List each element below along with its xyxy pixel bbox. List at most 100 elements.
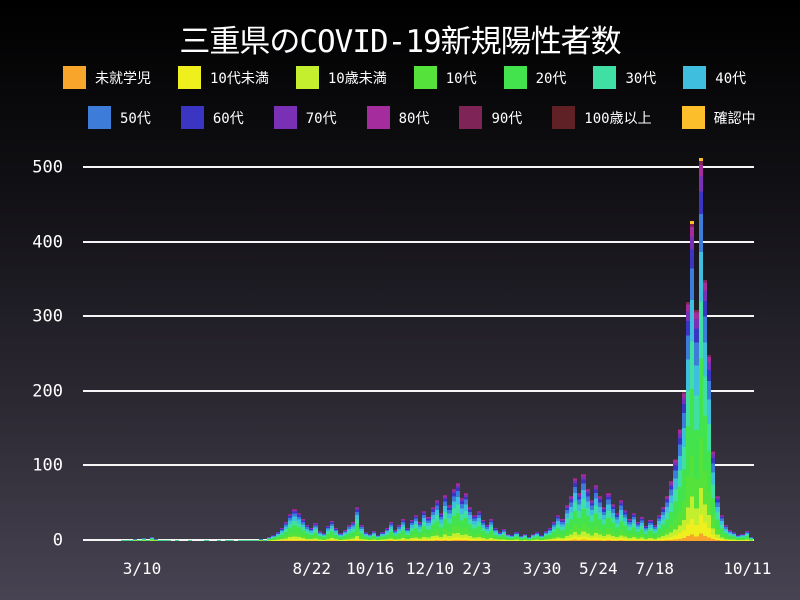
legend-item: 80代 [366, 106, 430, 129]
bar [392, 529, 398, 541]
bars-layer [83, 141, 754, 541]
x-tick-label: 5/24 [579, 559, 618, 578]
bar [656, 514, 661, 541]
y-tick-label: 0 [52, 530, 63, 551]
bar [384, 527, 389, 541]
legend-label: 80代 [398, 110, 430, 127]
y-tick-label: 500 [32, 157, 63, 178]
bar [740, 533, 745, 541]
bar [187, 540, 192, 541]
bar [409, 520, 414, 541]
bar [514, 532, 519, 541]
legend-swatch [459, 106, 483, 129]
bar [430, 507, 435, 541]
bar [413, 514, 418, 541]
bar [133, 538, 138, 541]
bar [719, 514, 724, 541]
gridline [83, 240, 754, 243]
bar [610, 503, 615, 541]
bar [476, 511, 481, 541]
bar [468, 507, 473, 541]
legend-label: 70代 [305, 110, 337, 127]
bar [522, 533, 527, 541]
bar [631, 512, 636, 541]
bar [606, 492, 611, 541]
bar [459, 497, 465, 541]
bar [572, 477, 578, 541]
bar [237, 540, 243, 541]
bar [258, 538, 264, 541]
bar [706, 354, 712, 541]
legend-label: 60代 [212, 110, 244, 127]
legend-item: 60代 [180, 106, 244, 129]
bar [254, 540, 259, 541]
bar [296, 513, 301, 541]
bar [497, 532, 502, 541]
x-tick-label: 10/11 [723, 559, 772, 578]
bar [317, 530, 322, 541]
bar [593, 485, 599, 541]
bar [137, 539, 142, 541]
bar [351, 521, 356, 541]
legend-label: 90代 [491, 110, 523, 127]
bar [472, 514, 477, 541]
legend-swatch [295, 66, 319, 89]
bar [702, 279, 707, 541]
legend-swatch [88, 106, 111, 129]
legend-label: 10代 [445, 70, 477, 87]
bar [284, 521, 289, 541]
bar [560, 518, 565, 541]
legend-item: 確認中 [681, 106, 756, 129]
legend-swatch [178, 66, 201, 89]
bar [263, 539, 268, 541]
bar [451, 488, 456, 541]
bar [166, 540, 171, 541]
legend-label: 10歳未満 [327, 70, 387, 87]
y-tick-label: 100 [32, 455, 63, 476]
x-tick-label: 10/16 [346, 559, 395, 578]
bar [681, 391, 686, 541]
bar [380, 532, 385, 541]
bar [493, 527, 498, 541]
x-tick-label: 8/22 [292, 559, 332, 578]
bar [371, 530, 377, 541]
x-tick-label: 3/10 [122, 559, 162, 578]
bar [581, 473, 586, 541]
bar [455, 482, 460, 541]
bar [204, 540, 209, 541]
bar [744, 530, 749, 541]
bar [510, 535, 515, 541]
x-tick-label: 2/3 [462, 559, 492, 578]
legend-swatch [681, 106, 705, 129]
bar [338, 532, 343, 541]
y-tick-label: 300 [32, 306, 63, 327]
bar [644, 526, 649, 541]
bar [124, 539, 130, 541]
legend-label: 10代未満 [210, 70, 269, 87]
bar [438, 512, 444, 541]
legend-swatch [180, 106, 204, 129]
bar [539, 535, 544, 541]
legend-swatch [683, 66, 707, 89]
legend-swatch [273, 106, 297, 129]
bar [129, 540, 134, 541]
bar [141, 538, 146, 541]
legend-label: 100歳以上 [584, 110, 652, 127]
bar [434, 499, 439, 541]
bar [711, 451, 716, 541]
bar [175, 540, 180, 541]
bar [564, 505, 569, 541]
bar [715, 496, 720, 541]
bar [665, 496, 670, 541]
y-tick-label: 400 [32, 232, 63, 253]
bar [405, 527, 410, 541]
legend-swatch [552, 106, 576, 129]
bar [673, 458, 678, 541]
bar [535, 532, 540, 541]
bar [686, 302, 691, 541]
legend-swatch [63, 66, 86, 89]
legend-item: 70代 [273, 106, 337, 129]
bar [568, 496, 573, 541]
bar [552, 522, 557, 541]
